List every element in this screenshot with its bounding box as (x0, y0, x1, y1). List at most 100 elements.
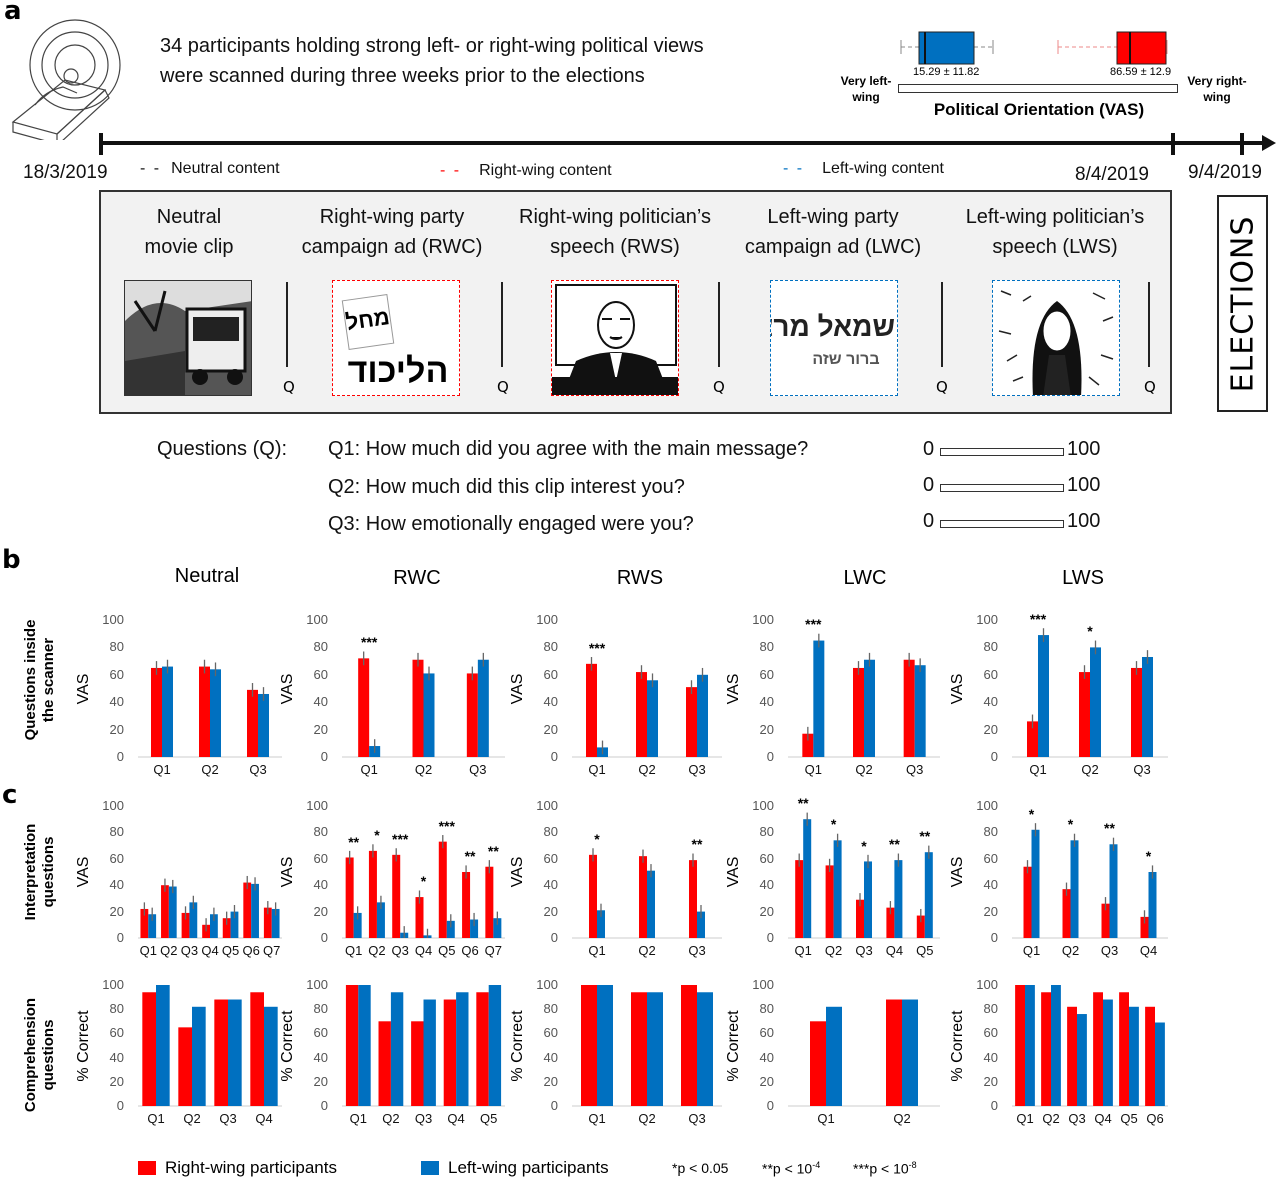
significance-marker: ** (487, 842, 499, 859)
x-tick-label: Q7 (263, 943, 281, 958)
x-tick-label: Q2 (183, 1111, 201, 1126)
bar-left-wing (697, 911, 705, 938)
x-tick-label: Q1 (153, 762, 171, 777)
bar-left-wing (1070, 840, 1079, 938)
bar-right-wing (1101, 903, 1110, 938)
x-tick-label: Q2 (1081, 762, 1099, 777)
q-separator (718, 282, 720, 367)
bar-right-wing (358, 658, 370, 757)
bar-left-wing (597, 985, 613, 1106)
clip-title-rwc: Right-wing party campaign ad (RWC) (301, 206, 483, 258)
bar-left-wing (1129, 1006, 1139, 1106)
bar-right-wing (438, 841, 447, 938)
bar-right-wing (681, 985, 697, 1106)
bar-left-wing (647, 680, 658, 757)
question-1: Q1: How much did you agree with the main… (328, 438, 809, 460)
bar-left-wing (477, 659, 489, 757)
bar-right-wing (415, 897, 424, 938)
y-tick-label: 40 (983, 1049, 998, 1065)
y-tick-label: 80 (313, 1001, 328, 1017)
x-tick-label: Q1 (804, 762, 822, 777)
legend-label-right: Right-wing participants (165, 1158, 337, 1177)
timeline-arrow-icon (1262, 135, 1276, 151)
bar-right-wing (589, 854, 597, 938)
y-tick-label: 20 (313, 1073, 328, 1089)
x-tick-label: Q2 (201, 762, 219, 777)
bar-left-wing (488, 985, 502, 1106)
bar-right-wing (1131, 667, 1142, 757)
x-tick-label: Q5 (916, 943, 934, 958)
x-tick-label: Q2 (368, 943, 386, 958)
answer-scale-bar (940, 520, 1064, 528)
bar-left-wing (271, 908, 280, 938)
bar-left-wing (864, 659, 875, 757)
row-label-interpretation: Interpretation questions (22, 823, 57, 921)
x-tick-label: Q3 (391, 943, 409, 958)
y-tick-label: 100 (752, 798, 774, 813)
bar-left-wing (264, 1006, 278, 1106)
y-tick-label: 60 (983, 666, 998, 682)
panel-label-c: c (2, 780, 18, 810)
dash-icon: - - (783, 160, 805, 177)
x-tick-label: Q3 (219, 1111, 237, 1126)
bar-left-wing (148, 914, 157, 938)
x-tick-label: Q3 (1100, 943, 1119, 958)
bar-left-wing (803, 819, 812, 938)
politician-speech-image (552, 284, 678, 395)
bar-right-wing (392, 854, 401, 938)
q-separator (286, 282, 288, 367)
date-start: 18/3/2019 (23, 162, 108, 183)
scale-max-label: 100 (1067, 510, 1101, 532)
bar-left-wing (597, 910, 605, 938)
x-tick-label: Q1 (360, 762, 378, 777)
bar-left-wing (1031, 829, 1040, 938)
y-tick-label: 60 (109, 1025, 124, 1041)
bar-left-wing (168, 886, 177, 938)
y-tick-label: 40 (759, 694, 774, 710)
bar-left-wing (1103, 999, 1113, 1106)
bar-left-wing (251, 883, 259, 938)
scale-min-label: 0 (923, 438, 935, 460)
column-title-rws: RWS (616, 567, 664, 589)
significance-marker: ** (797, 795, 809, 812)
y-tick-label: 0 (550, 749, 558, 764)
x-tick-label: Q7 (484, 943, 503, 958)
left-wing-box (918, 31, 975, 65)
bar-left-wing (358, 985, 371, 1106)
y-tick-label: 60 (313, 666, 328, 682)
x-tick-label: Q3 (180, 943, 199, 958)
elections-box: ELECTIONS (1217, 195, 1268, 412)
bar-right-wing (686, 687, 697, 757)
y-tick-label: 80 (543, 639, 558, 655)
y-tick-label: 20 (983, 721, 998, 737)
x-tick-label: Q1 (817, 1111, 835, 1126)
x-tick-label: Q2 (824, 943, 843, 958)
y-tick-label: 100 (976, 612, 998, 627)
bar-right-wing (378, 1021, 391, 1106)
answer-scale-bar (940, 448, 1064, 456)
date-end: 8/4/2019 (1075, 164, 1149, 185)
significance-marker: *** (805, 616, 822, 633)
x-tick-label: Q4 (885, 943, 904, 958)
y-axis-label: VAS (949, 856, 966, 888)
y-tick-label: 60 (543, 666, 558, 682)
y-tick-label: 20 (543, 1073, 558, 1089)
bar-left-wing (826, 1006, 842, 1106)
x-tick-label: Q3 (1068, 1111, 1086, 1126)
scale-min-label: 0 (923, 474, 935, 496)
bar-right-wing (161, 885, 169, 938)
bar-right-wing (1140, 916, 1149, 938)
bar-left-wing (162, 666, 173, 757)
y-axis-label: VAS (509, 856, 526, 888)
left-group-stat: 15.29 ± 11.82 (913, 66, 980, 78)
bar-left-wing (423, 935, 432, 938)
bar-left-wing (390, 992, 404, 1106)
y-tick-label: 100 (306, 798, 328, 813)
bar-right-wing (250, 992, 264, 1106)
bar-left-wing (1051, 985, 1061, 1106)
y-tick-label: 40 (543, 1049, 558, 1065)
bar-left-wing (697, 992, 713, 1106)
x-tick-label: Q1 (147, 1111, 165, 1126)
y-tick-label: 60 (759, 850, 774, 866)
bar-right-wing (345, 857, 354, 938)
